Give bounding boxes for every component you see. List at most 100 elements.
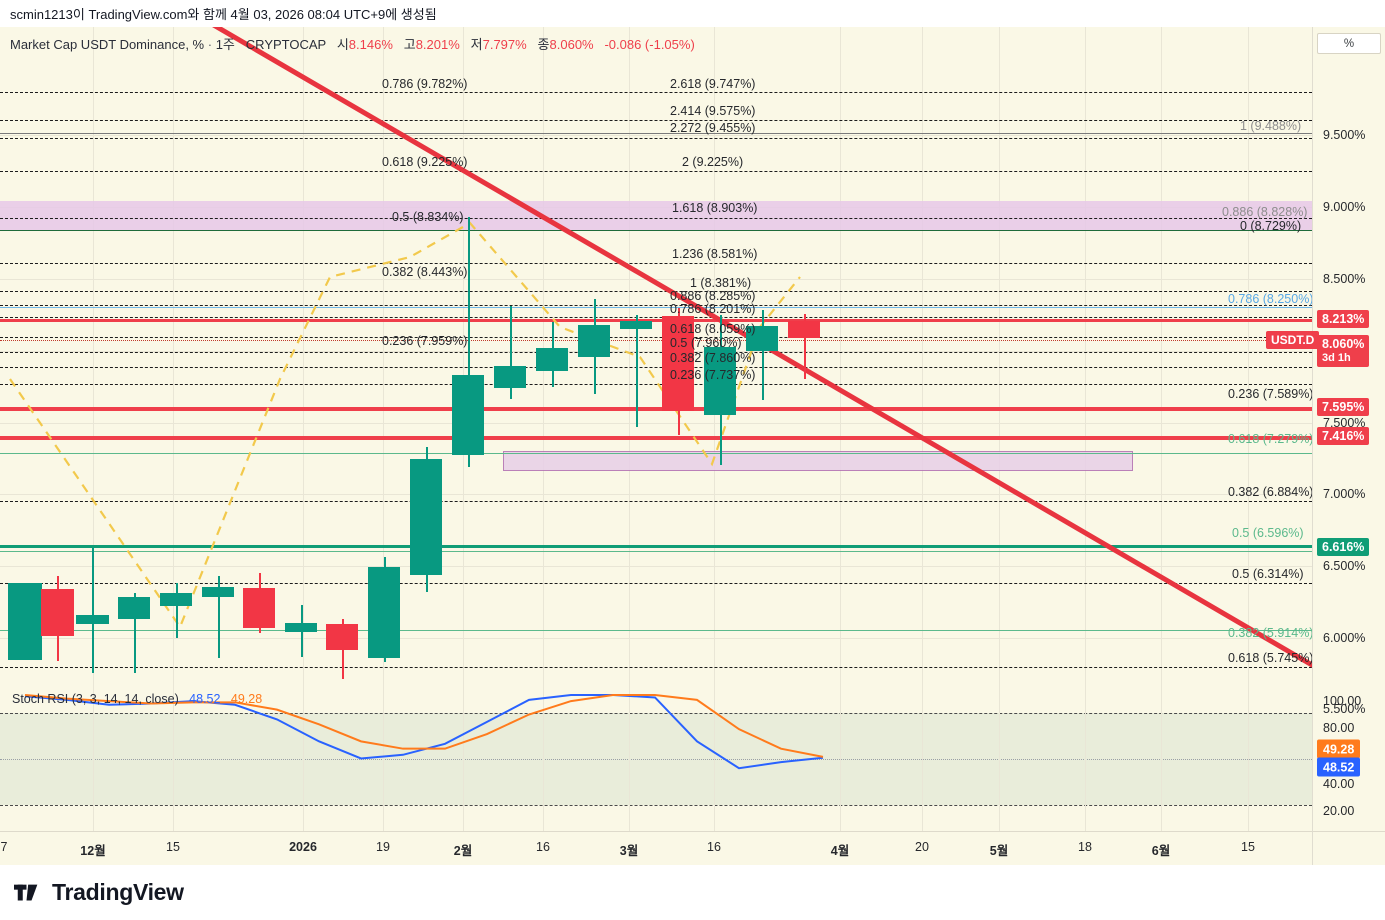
- time-axis-tick: 16: [707, 840, 721, 854]
- candle-body[interactable]: [118, 597, 150, 619]
- time-axis[interactable]: 7 12월 15 2026 19 2월 16 3월 16 4월 20 5월 18 6월 15: [0, 831, 1312, 865]
- time-axis-tick: 18: [1078, 840, 1092, 854]
- fib-level-label: 0.236 (7.737%): [670, 368, 756, 382]
- candle-body[interactable]: [76, 615, 109, 624]
- gridline-v: [840, 27, 841, 687]
- gridline-v: [463, 687, 464, 831]
- candle-body[interactable]: [620, 321, 652, 329]
- fib-level-label: 1 (9.488%): [1240, 119, 1302, 133]
- stoch-value-badge[interactable]: 49.28: [1317, 739, 1361, 759]
- level-line-dotted-usdtd[interactable]: [0, 340, 1312, 341]
- level-line-green-light[interactable]: [0, 453, 1312, 454]
- gridline: [0, 494, 1312, 495]
- gridline-v: [173, 687, 174, 831]
- stoch-rsi-pane[interactable]: Stoch RSI (3, 3, 14, 14, close) 48.52 49…: [0, 687, 1312, 831]
- fib-level-label: 0.786 (9.782%): [382, 77, 468, 91]
- legend-low-value: 7.797%: [482, 37, 527, 52]
- candle-body[interactable]: [326, 624, 358, 650]
- price-axis-tick: 6.000%: [1323, 631, 1366, 645]
- support-zone-box[interactable]: [503, 451, 1133, 471]
- candle-body[interactable]: [285, 623, 317, 632]
- candle-body[interactable]: [788, 321, 820, 338]
- gridline-v: [840, 687, 841, 831]
- fib-dash: [0, 263, 1312, 264]
- candle-wick: [92, 548, 94, 673]
- level-line-green-thin[interactable]: [0, 551, 1312, 552]
- badge-price: 6.616%: [1322, 540, 1365, 554]
- candle-wick: [510, 306, 512, 399]
- candle-body[interactable]: [243, 588, 275, 628]
- level-line-red-8213[interactable]: [0, 319, 1312, 322]
- fib-level-label: 0.236 (7.589%): [1228, 387, 1312, 401]
- candle-body[interactable]: [494, 366, 526, 388]
- stoch-value-badge[interactable]: 48.52: [1317, 757, 1361, 777]
- badge-countdown: 3d 1h: [1322, 351, 1351, 364]
- candle-body[interactable]: [662, 316, 694, 411]
- fib-level-label: 0.5 (7.960%): [670, 336, 742, 350]
- level-line-red-7416[interactable]: [0, 436, 1312, 440]
- level-line-blue[interactable]: [0, 307, 1312, 308]
- fib-level-label: 2.414 (9.575%): [670, 104, 756, 118]
- price-level-badge[interactable]: 8.213%: [1317, 310, 1370, 328]
- fib-level-label: 0.382 (6.884%): [1228, 485, 1312, 499]
- chart-legend[interactable]: Market Cap USDT Dominance, % · 1주 CRYPTO…: [10, 34, 695, 53]
- candle-body[interactable]: [704, 347, 736, 415]
- time-axis-tick: 7: [0, 840, 8, 854]
- descending-trendline[interactable]: [0, 27, 1312, 687]
- level-line-green-6616[interactable]: [0, 545, 1312, 548]
- gridline-v: [629, 687, 630, 831]
- time-axis-tick: 4월: [830, 844, 850, 858]
- stoch-legend[interactable]: Stoch RSI (3, 3, 14, 14, close) 48.52 49…: [12, 692, 262, 706]
- fib-level-label: 1.236 (8.581%): [672, 247, 758, 261]
- candle-body[interactable]: [202, 587, 234, 597]
- badge-price: 7.595%: [1322, 400, 1365, 414]
- fib-level-label: 0.886 (8.285%): [670, 289, 756, 303]
- candle-wick: [468, 217, 470, 467]
- price-chart-pane[interactable]: 0.786 (9.782%) 0.618 (9.225%) 0.5 (8.834%)…: [0, 27, 1312, 687]
- candle-body[interactable]: [8, 583, 42, 660]
- badge-price: 8.213%: [1322, 312, 1365, 326]
- candle-body[interactable]: [410, 459, 442, 575]
- resistance-zone-upper[interactable]: [0, 201, 1312, 230]
- fib-dash: [0, 305, 1312, 306]
- candle-body[interactable]: [160, 593, 192, 606]
- legend-close-label: 종: [537, 37, 550, 52]
- fib-level-label: 2.272 (9.455%): [670, 121, 756, 135]
- level-line-red-7595[interactable]: [0, 407, 1312, 411]
- time-axis-tick: 15: [1241, 840, 1255, 854]
- fib-dash: [0, 337, 1312, 338]
- candle-body[interactable]: [452, 375, 484, 455]
- gridline-v: [383, 687, 384, 831]
- candle-body[interactable]: [746, 326, 778, 351]
- candle-body[interactable]: [578, 325, 610, 357]
- price-level-badge[interactable]: 6.616%: [1317, 538, 1370, 556]
- price-axis-tick: 7.000%: [1323, 487, 1366, 501]
- tradingview-logo: TradingView: [14, 879, 184, 906]
- fib-level-label: 0.5 (6.596%): [1232, 526, 1304, 540]
- fib-level-label: 0 (8.729%): [1240, 219, 1302, 233]
- fib-dash: [0, 92, 1312, 93]
- candle-body[interactable]: [536, 348, 568, 371]
- price-level-badge[interactable]: 8.060% 3d 1h: [1317, 335, 1370, 367]
- fib-dash: [0, 291, 1312, 292]
- price-unit-box[interactable]: %: [1317, 33, 1381, 54]
- badge-price: 8.060%: [1322, 337, 1365, 352]
- gridline-v: [1085, 687, 1086, 831]
- fib-level-label: 2 (9.225%): [682, 155, 744, 169]
- attribution-text: scmin1213이 TradingView.com와 함께 4월 03, 20…: [0, 0, 1385, 27]
- fib-level-label: 0.786 (8.201%): [670, 302, 756, 316]
- level-line-green-5914[interactable]: [0, 630, 1312, 631]
- level-line-grey[interactable]: [0, 133, 1312, 134]
- candle-body[interactable]: [41, 589, 74, 636]
- tradingview-mark-icon: [14, 884, 38, 900]
- price-level-badge[interactable]: 7.595%: [1317, 398, 1370, 416]
- price-level-badge[interactable]: 7.416%: [1317, 427, 1370, 445]
- level-line-green[interactable]: [0, 230, 1312, 231]
- gridline-v: [714, 687, 715, 831]
- symbol-price-tag[interactable]: USDT.D: [1266, 331, 1320, 349]
- legend-symbol: Market Cap USDT Dominance, %: [10, 37, 205, 52]
- legend-open-value: 8.146%: [348, 37, 393, 52]
- price-axis[interactable]: % 9.500%9.000%8.500%8.000%7.500%7.000%6.…: [1312, 27, 1385, 831]
- candle-body[interactable]: [368, 567, 400, 658]
- stoch-level-80: [0, 713, 1312, 714]
